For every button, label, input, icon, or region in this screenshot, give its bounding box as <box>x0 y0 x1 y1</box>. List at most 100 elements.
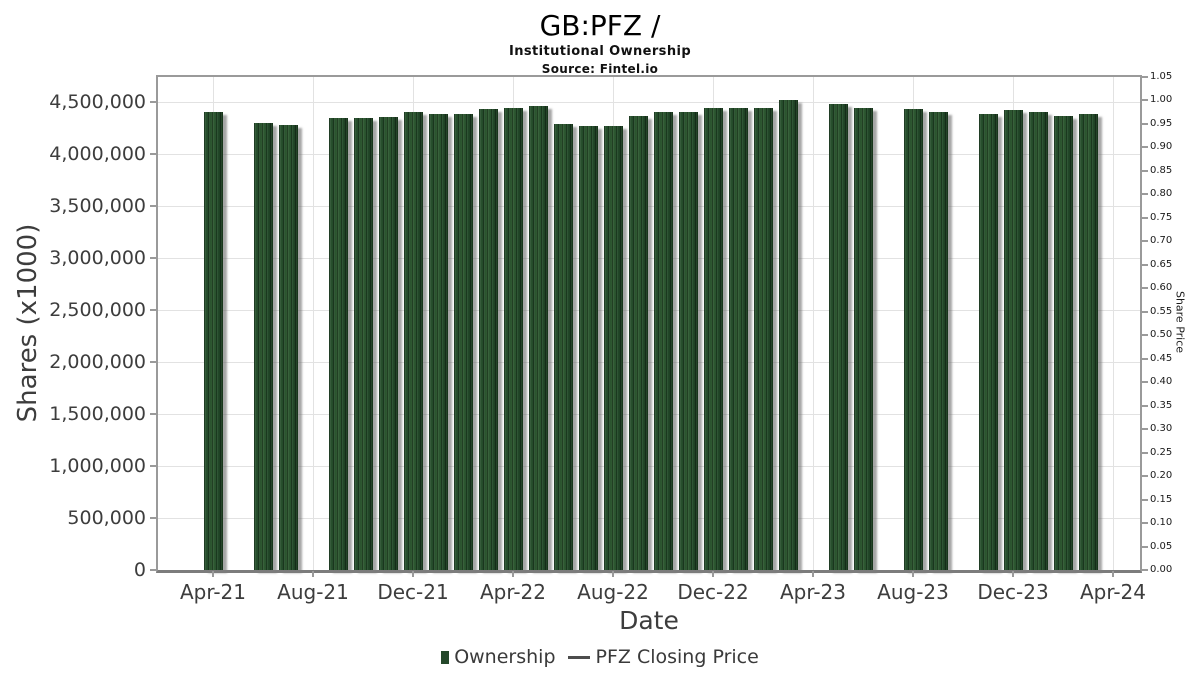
ownership-swatch-icon <box>441 650 450 664</box>
right-axis-tick-label: 1.00 <box>1150 94 1173 106</box>
ownership-bar <box>1054 116 1073 570</box>
ownership-bar <box>1004 110 1023 570</box>
right-axis-tick-label: 0.90 <box>1150 141 1173 153</box>
ownership-bar <box>779 100 798 570</box>
x-axis-tick <box>912 571 914 577</box>
right-axis-tick <box>1142 216 1148 219</box>
y-axis-tick <box>150 309 157 311</box>
h-gridline <box>158 310 1140 311</box>
right-axis-tick-label: 0.25 <box>1150 446 1173 458</box>
ownership-bar <box>654 112 673 570</box>
x-axis-tick <box>312 571 314 577</box>
right-axis-tick <box>1142 76 1148 78</box>
y-axis-tick <box>150 257 157 259</box>
h-gridline <box>158 362 1140 363</box>
right-axis-tick-label: 0.95 <box>1150 117 1173 129</box>
right-axis-tick-label: 0.65 <box>1150 258 1173 270</box>
right-axis-tick <box>1142 498 1148 501</box>
y-axis-tick-label: 0 <box>133 559 146 581</box>
ownership-bar <box>929 112 948 570</box>
right-axis-tick-label: 0.35 <box>1150 399 1173 411</box>
x-axis-tick-label: Aug-23 <box>877 580 949 604</box>
legend-item-closing-price[interactable]: PFZ Closing Price <box>567 646 759 668</box>
chart-source: Source: Fintel.io <box>541 62 659 76</box>
ownership-bar <box>829 104 848 570</box>
right-axis-tick-label: 0.55 <box>1150 305 1173 317</box>
x-axis-tick-label: Dec-21 <box>377 580 449 604</box>
v-gridline <box>813 77 814 570</box>
ownership-bar <box>429 114 448 570</box>
right-axis-title: Share Price <box>1173 290 1187 354</box>
right-axis-tick-label: 0.00 <box>1150 564 1173 575</box>
x-axis-tick <box>712 571 714 577</box>
right-axis-tick-label: 0.80 <box>1150 188 1173 200</box>
y-axis-tick <box>150 465 157 467</box>
right-axis-tick <box>1142 122 1148 125</box>
right-axis-tick-label: 0.60 <box>1150 282 1173 294</box>
h-gridline <box>158 102 1140 103</box>
x-axis-tick-label: Dec-23 <box>977 580 1049 604</box>
right-axis-tick <box>1142 569 1148 571</box>
ownership-bar <box>479 109 498 570</box>
x-axis-tick <box>1012 571 1014 577</box>
x-axis-title: Date <box>619 606 679 635</box>
ownership-bar <box>679 112 698 570</box>
right-axis-tick <box>1142 99 1148 102</box>
ownership-bar <box>854 108 873 570</box>
ownership-bar <box>729 108 748 570</box>
h-gridline <box>158 154 1140 155</box>
right-axis-tick-label: 0.45 <box>1150 352 1173 364</box>
h-gridline <box>158 466 1140 467</box>
legend: Ownership PFZ Closing Price <box>0 646 1200 668</box>
y-axis-tick <box>150 517 157 519</box>
h-gridline <box>158 414 1140 415</box>
title-block: GB:PFZ / Institutional Ownership Source:… <box>0 9 1200 76</box>
right-axis-tick <box>1142 381 1148 384</box>
right-axis-tick <box>1142 287 1148 290</box>
right-axis-tick-label: 1.05 <box>1150 71 1173 82</box>
x-axis-tick <box>412 571 414 577</box>
x-axis-tick-label: Dec-22 <box>677 580 749 604</box>
x-axis-tick <box>212 571 214 577</box>
ownership-bar <box>504 108 523 570</box>
y-axis-tick <box>150 101 157 103</box>
ownership-bar <box>404 112 423 570</box>
right-axis-tick <box>1142 193 1148 196</box>
ownership-bar <box>329 118 348 570</box>
y-axis-tick <box>150 569 157 571</box>
right-axis-tick <box>1142 522 1148 525</box>
right-axis-tick-label: 0.15 <box>1150 493 1173 505</box>
ownership-bar <box>579 126 598 570</box>
y-axis-tick-label: 4,500,000 <box>49 91 146 113</box>
right-axis-tick-label: 0.50 <box>1150 329 1173 341</box>
x-axis-tick <box>512 571 514 577</box>
right-axis-tick <box>1142 404 1148 407</box>
x-axis-tick-label: Aug-21 <box>277 580 349 604</box>
x-axis-tick-label: Apr-24 <box>1080 580 1146 604</box>
right-axis-tick <box>1142 451 1148 454</box>
chart-title: GB:PFZ / <box>539 9 661 42</box>
legend-item-ownership[interactable]: Ownership <box>441 646 556 668</box>
right-axis-tick-label: 0.05 <box>1150 540 1173 552</box>
x-axis-tick <box>1112 571 1114 577</box>
right-axis-tick <box>1142 428 1148 431</box>
right-axis-tick-label: 0.70 <box>1150 235 1173 247</box>
y-axis-tick-label: 3,500,000 <box>49 195 146 217</box>
ownership-bar <box>204 112 223 570</box>
ownership-bar <box>529 106 548 570</box>
ownership-bar <box>904 109 923 570</box>
right-axis-tick-label: 0.75 <box>1150 211 1173 223</box>
right-axis-tick <box>1142 310 1148 313</box>
x-axis-tick <box>612 571 614 577</box>
y-axis-tick-label: 2,000,000 <box>49 351 146 373</box>
ownership-bar <box>754 108 773 570</box>
ownership-bar <box>604 126 623 570</box>
ownership-bar <box>379 117 398 570</box>
ownership-bar <box>1029 112 1048 570</box>
right-axis-tick <box>1142 169 1148 172</box>
x-axis-tick-label: Aug-22 <box>577 580 649 604</box>
right-axis-tick <box>1142 334 1148 337</box>
ownership-bar <box>254 123 273 570</box>
y-axis-tick-label: 500,000 <box>67 507 146 529</box>
y-axis-tick <box>150 205 157 207</box>
